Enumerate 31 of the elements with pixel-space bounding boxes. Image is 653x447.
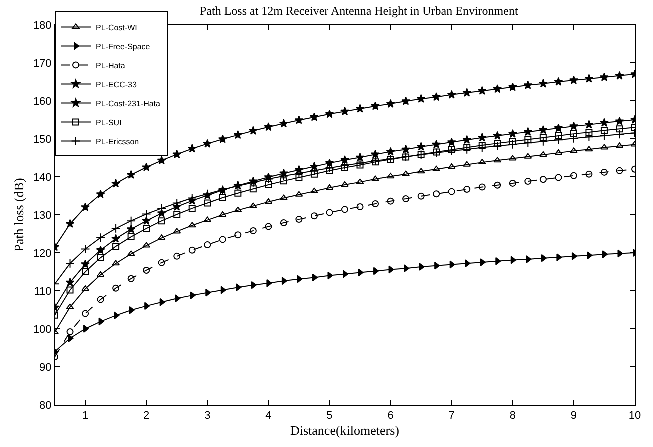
x-tick-label: 10 [628,410,642,422]
x-tick-label: 6 [388,410,394,422]
x-tick-label: 2 [144,410,150,422]
x-tick-label: 8 [510,410,516,422]
x-tick-label: 9 [570,410,578,422]
legend-label: PL-Cost-WI [96,23,138,32]
y-axis-title: Path loss (dB) [11,178,26,252]
legend-label: PL-ECC-33 [96,80,138,90]
x-tick-label: 3 [204,410,211,422]
y-tick-label: 110 [34,286,52,298]
y-tick-label: 130 [33,210,52,222]
legend-label: PL-Ericsson [96,137,140,146]
y-tick-label: 180 [33,20,52,32]
y-tick-label: 120 [33,248,52,260]
y-tick-label: 160 [33,96,52,108]
y-tick-label: 140 [33,172,52,184]
x-tick-label: 7 [448,410,455,422]
y-tick-label: 80 [40,400,52,412]
x-tick-label: 5 [326,410,333,422]
y-tick-label: 90 [40,362,52,374]
legend-label: PL-SUI [96,118,122,128]
x-tick-label: 4 [266,410,272,422]
x-axis-title: Distance(kilometers) [290,422,400,438]
legend-label: PL-Cost-231-Hata [96,99,162,108]
y-tick-label: 170 [33,58,52,70]
legend-label: PL-Free-Space [96,42,151,52]
y-tick-label: 150 [33,134,52,146]
y-tick-label: 100 [33,324,52,336]
chart-title: Path Loss at 12m Receiver Antenna Height in Urban Environment [200,4,519,18]
legend-label: PL-Hata [96,61,126,70]
x-tick-label: 1 [82,410,89,422]
